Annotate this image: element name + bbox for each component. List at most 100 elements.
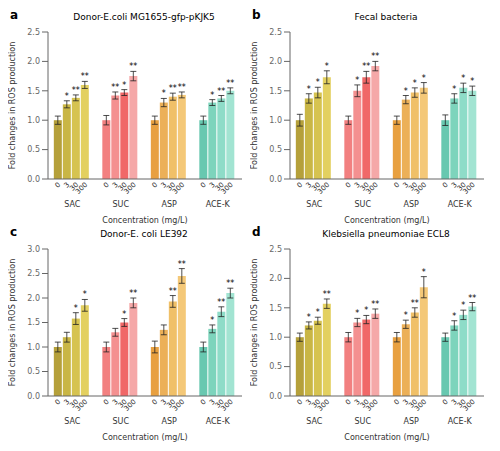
svg-text:SAC: SAC bbox=[306, 417, 323, 426]
svg-text:300: 300 bbox=[123, 398, 138, 413]
svg-text:ASP: ASP bbox=[404, 200, 420, 209]
svg-text:2.0: 2.0 bbox=[27, 294, 40, 303]
svg-text:**: ** bbox=[81, 72, 89, 81]
svg-text:0.0: 0.0 bbox=[27, 392, 40, 401]
svg-text:*: * bbox=[461, 301, 465, 310]
svg-text:**: ** bbox=[362, 62, 370, 71]
svg-text:0.5: 0.5 bbox=[269, 362, 282, 371]
svg-text:ASP: ASP bbox=[162, 417, 178, 426]
svg-text:0: 0 bbox=[199, 398, 208, 407]
svg-text:*: * bbox=[404, 311, 408, 320]
svg-text:ACE-K: ACE-K bbox=[206, 200, 231, 209]
svg-text:300: 300 bbox=[74, 181, 89, 196]
svg-text:2.5: 2.5 bbox=[27, 28, 40, 37]
svg-text:*: * bbox=[210, 91, 214, 100]
svg-text:300: 300 bbox=[365, 398, 380, 413]
svg-text:300: 300 bbox=[220, 181, 235, 196]
svg-text:ASP: ASP bbox=[162, 200, 178, 209]
svg-text:*: * bbox=[452, 312, 456, 321]
svg-text:1.5: 1.5 bbox=[27, 318, 40, 327]
svg-text:SAC: SAC bbox=[64, 417, 81, 426]
svg-text:**: ** bbox=[129, 62, 137, 71]
svg-text:SUC: SUC bbox=[112, 200, 129, 209]
svg-text:0: 0 bbox=[150, 398, 159, 407]
svg-text:0: 0 bbox=[392, 398, 401, 407]
svg-text:300: 300 bbox=[413, 181, 428, 196]
svg-text:Fold changes in ROS production: Fold changes in ROS production bbox=[250, 259, 259, 386]
svg-text:ACE-K: ACE-K bbox=[448, 200, 473, 209]
svg-text:*: * bbox=[65, 92, 69, 101]
svg-text:**: ** bbox=[411, 299, 419, 308]
svg-text:1.5: 1.5 bbox=[269, 304, 282, 313]
svg-text:300: 300 bbox=[462, 181, 477, 196]
svg-text:**: ** bbox=[468, 294, 476, 303]
svg-text:0: 0 bbox=[102, 398, 111, 407]
svg-text:**: ** bbox=[169, 84, 177, 93]
svg-text:*: * bbox=[74, 304, 78, 313]
svg-text:SUC: SUC bbox=[354, 200, 371, 209]
svg-text:0: 0 bbox=[295, 181, 304, 190]
svg-text:*: * bbox=[162, 89, 166, 98]
svg-text:1.0: 1.0 bbox=[27, 116, 40, 125]
svg-text:0.0: 0.0 bbox=[269, 175, 282, 184]
svg-text:0: 0 bbox=[295, 398, 304, 407]
svg-text:2.5: 2.5 bbox=[27, 269, 40, 278]
svg-text:Concentration (mg/L): Concentration (mg/L) bbox=[344, 433, 429, 442]
svg-text:0: 0 bbox=[53, 181, 62, 190]
svg-text:300: 300 bbox=[316, 398, 331, 413]
svg-text:300: 300 bbox=[171, 181, 186, 196]
svg-text:2.0: 2.0 bbox=[269, 57, 282, 66]
svg-text:**: ** bbox=[371, 300, 379, 309]
svg-text:*: * bbox=[355, 309, 359, 318]
svg-text:SAC: SAC bbox=[64, 200, 81, 209]
svg-text:ACE-K: ACE-K bbox=[206, 417, 231, 426]
svg-text:*: * bbox=[404, 87, 408, 96]
svg-text:*: * bbox=[122, 310, 126, 319]
svg-text:300: 300 bbox=[365, 181, 380, 196]
svg-text:*: * bbox=[210, 316, 214, 325]
svg-text:0: 0 bbox=[344, 398, 353, 407]
svg-text:**: ** bbox=[323, 290, 331, 299]
svg-text:*: * bbox=[316, 308, 320, 317]
svg-text:300: 300 bbox=[413, 398, 428, 413]
svg-text:**: ** bbox=[72, 86, 80, 95]
svg-text:1.0: 1.0 bbox=[27, 343, 40, 352]
svg-text:**: ** bbox=[226, 279, 234, 288]
svg-text:**: ** bbox=[371, 52, 379, 61]
svg-text:0: 0 bbox=[199, 181, 208, 190]
svg-text:*: * bbox=[325, 62, 329, 71]
svg-text:*: * bbox=[470, 77, 474, 86]
svg-text:1.5: 1.5 bbox=[27, 87, 40, 96]
svg-text:1.0: 1.0 bbox=[269, 333, 282, 342]
svg-text:ACE-K: ACE-K bbox=[448, 417, 473, 426]
svg-text:Fold changes in ROS production: Fold changes in ROS production bbox=[250, 42, 259, 169]
svg-text:Concentration (mg/L): Concentration (mg/L) bbox=[102, 433, 187, 442]
svg-text:300: 300 bbox=[171, 398, 186, 413]
svg-text:SUC: SUC bbox=[112, 417, 129, 426]
svg-text:0: 0 bbox=[53, 398, 62, 407]
svg-text:2.0: 2.0 bbox=[27, 57, 40, 66]
svg-text:0: 0 bbox=[441, 181, 450, 190]
svg-text:2.5: 2.5 bbox=[269, 28, 282, 37]
svg-text:0.5: 0.5 bbox=[27, 367, 40, 376]
svg-text:1.5: 1.5 bbox=[269, 87, 282, 96]
svg-text:0: 0 bbox=[150, 181, 159, 190]
svg-text:300: 300 bbox=[462, 398, 477, 413]
svg-text:Concentration (mg/L): Concentration (mg/L) bbox=[344, 216, 429, 225]
svg-text:0: 0 bbox=[102, 181, 111, 190]
svg-text:**: ** bbox=[169, 287, 177, 296]
svg-text:**: ** bbox=[178, 83, 186, 92]
svg-text:0.5: 0.5 bbox=[27, 145, 40, 154]
svg-text:300: 300 bbox=[74, 398, 89, 413]
svg-text:0: 0 bbox=[392, 181, 401, 190]
svg-text:**: ** bbox=[129, 289, 137, 298]
svg-text:*: * bbox=[83, 290, 87, 299]
svg-text:300: 300 bbox=[316, 181, 331, 196]
svg-text:1.0: 1.0 bbox=[269, 116, 282, 125]
svg-text:*: * bbox=[413, 79, 417, 88]
svg-text:*: * bbox=[316, 78, 320, 87]
svg-text:0.0: 0.0 bbox=[27, 175, 40, 184]
svg-text:*: * bbox=[422, 74, 426, 83]
svg-text:300: 300 bbox=[123, 181, 138, 196]
svg-text:0: 0 bbox=[344, 181, 353, 190]
